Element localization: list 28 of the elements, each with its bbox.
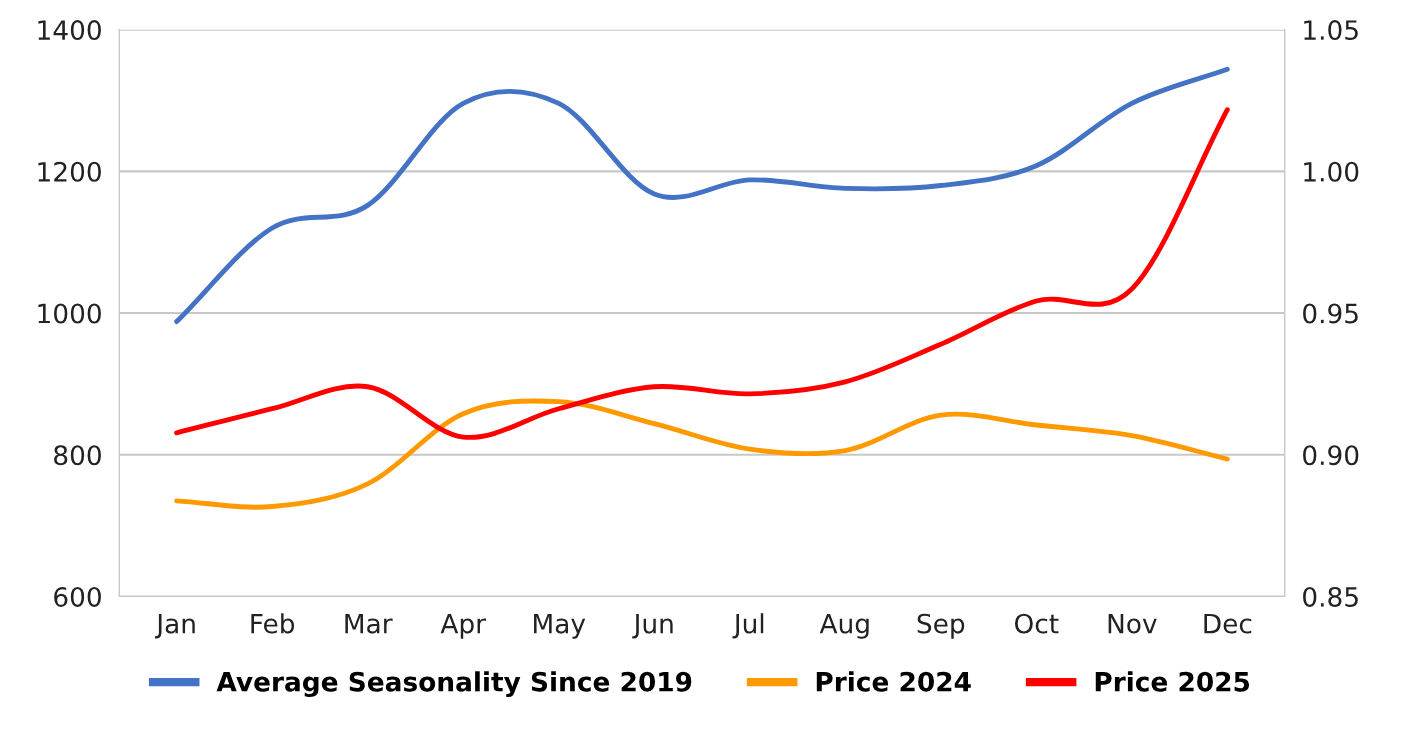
- y-tick-label: 1000: [38, 303, 101, 324]
- line-series: [174, 66, 1230, 325]
- x-tick-label: May: [534, 613, 586, 639]
- x-tick-label: Aug: [819, 613, 869, 639]
- x-tick-label: Oct: [1014, 613, 1059, 634]
- x-tick-label: Nov: [1108, 613, 1157, 634]
- x-tick-label: Jun: [632, 613, 673, 639]
- line-series: [174, 107, 1230, 440]
- legend-label: Price 2025: [1095, 671, 1250, 692]
- y-tick-label: 800: [54, 445, 101, 466]
- y2-tick-label: 1.05: [1304, 20, 1358, 41]
- x-tick-label: Jan: [154, 613, 195, 639]
- x-tick-label: Mar: [345, 613, 393, 634]
- y-tick-label: 600: [54, 586, 101, 607]
- y-tick-label: 1200: [38, 161, 101, 182]
- y2-tick-label: 0.90: [1303, 445, 1359, 466]
- x-tick-label: Sep: [917, 613, 965, 639]
- x-tick-label: Dec: [1204, 613, 1252, 634]
- x-tick-label: Feb: [251, 613, 295, 634]
- x-tick-label: Jul: [732, 613, 764, 639]
- legend-label: Price 2024: [816, 671, 971, 692]
- y2-tick-label: 0.95: [1303, 303, 1358, 324]
- line-series: [174, 398, 1230, 510]
- y2-tick-label: 0.85: [1303, 586, 1358, 607]
- x-tick-label: Apr: [440, 613, 487, 639]
- legend-label: Average Seasonality Since 2019: [216, 671, 692, 698]
- y-tick-label: 1400: [38, 20, 101, 41]
- y2-tick-label: 1.00: [1304, 161, 1359, 182]
